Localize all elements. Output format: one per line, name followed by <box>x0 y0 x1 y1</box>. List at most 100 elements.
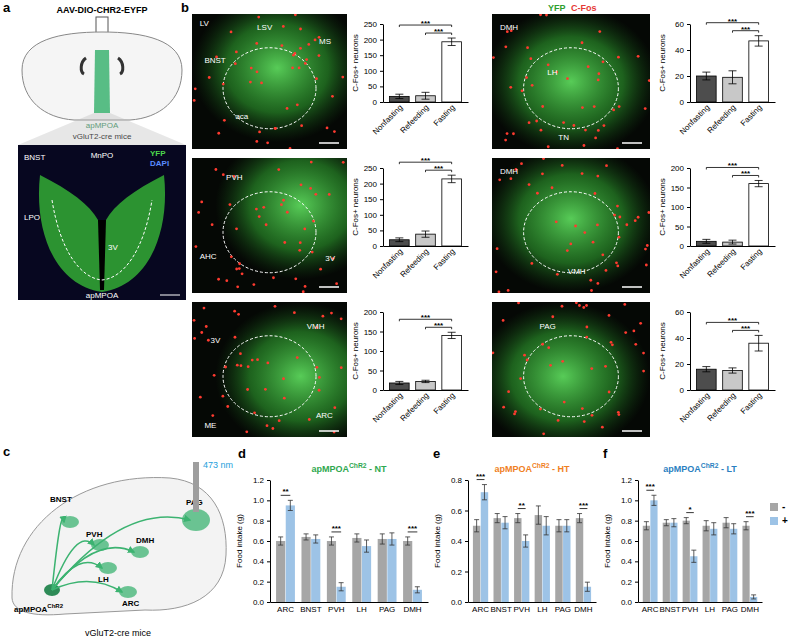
tick-mark <box>380 86 383 87</box>
y-tick: 200 <box>364 36 383 45</box>
tick-mark <box>380 351 383 352</box>
cfos-cell <box>612 109 615 112</box>
y-tick: 60 <box>675 20 690 29</box>
tick-label: Nonfasting <box>678 391 711 424</box>
y-tick: 150 <box>364 328 383 337</box>
tick-mark <box>267 602 270 603</box>
boundary <box>524 48 619 129</box>
cfos-cell <box>226 405 229 408</box>
tick-label: 50 <box>675 223 684 232</box>
cfos-cell <box>581 407 584 410</box>
error-bar <box>729 71 737 84</box>
significance-label: *** <box>476 472 486 481</box>
cfos-cell <box>590 367 593 370</box>
y-tick: 0 <box>680 386 690 395</box>
tick-label: 0 <box>680 242 685 251</box>
x-tick: Fasting <box>432 246 457 272</box>
tick-mark <box>687 390 690 391</box>
panel-letter: f <box>603 446 608 461</box>
significance-label: *** <box>579 501 589 510</box>
cfos-cell <box>605 164 608 167</box>
axis-title: Food intake (g) <box>603 514 612 568</box>
cfos-cell <box>642 352 645 355</box>
image-label: ME <box>204 421 216 430</box>
tick-label: PAG <box>722 605 738 614</box>
cfos-cell <box>203 307 206 310</box>
tick-label: 20 <box>675 360 684 369</box>
tick-label: 60 <box>675 20 684 29</box>
cfos-cell <box>305 58 308 61</box>
yfp-signal <box>39 175 165 292</box>
bar <box>563 526 570 602</box>
image-label: DMH <box>500 23 518 32</box>
bar <box>683 521 690 602</box>
tick-label: 100 <box>364 211 378 220</box>
scale-bar <box>319 430 339 432</box>
x-tick: LH <box>357 602 367 614</box>
cfos-cell <box>293 52 296 55</box>
tick-mark <box>635 541 638 542</box>
cfos-cell <box>199 396 202 399</box>
cfos-cell <box>583 144 586 147</box>
image-label: aca <box>235 112 248 121</box>
bar <box>576 518 583 602</box>
panel-letter: d <box>238 446 246 461</box>
image-label: DMH <box>500 167 518 176</box>
micrograph: DMHLHTN <box>484 7 658 156</box>
tick-label: 40 <box>675 334 684 343</box>
x-tick: DMH <box>574 602 592 614</box>
x-tick: PVH <box>682 602 699 614</box>
tick-mark <box>380 184 383 185</box>
x-axis: ARCBNSTPVHLHPAGDMH <box>639 602 763 614</box>
panel-b: YFPC-FosLVLSVMSBNSTacaDMHLHTNPVHAHC3VDMH… <box>192 0 658 451</box>
tick-mark <box>380 215 383 216</box>
tick-label: 0.2 <box>253 578 265 587</box>
yfp-signal <box>192 14 347 142</box>
cfos-cell <box>240 364 243 367</box>
cfos-cell <box>330 312 333 315</box>
y-tick: 100 <box>364 67 383 76</box>
tick-label: 0 <box>373 242 378 251</box>
bar <box>311 539 320 602</box>
error-bar <box>744 522 749 530</box>
tick-label: 50 <box>368 367 377 376</box>
bar <box>442 335 462 390</box>
axis-line <box>384 390 469 391</box>
boundary <box>524 336 619 417</box>
cfos-cell <box>529 57 532 60</box>
legend: -+ <box>770 501 788 526</box>
cfos-cell <box>197 211 200 214</box>
tick-mark <box>635 561 638 562</box>
axis-title: Food intake (g) <box>433 514 442 568</box>
chart-title: apMPOAChR2 - LT <box>663 462 737 474</box>
bar <box>749 41 769 102</box>
cfos-cell <box>547 145 550 148</box>
tick-label: 1.0 <box>253 496 265 505</box>
tick-label: PVH <box>513 605 530 614</box>
bar <box>522 541 529 602</box>
cfos-cell <box>547 63 550 66</box>
y-tick: 0.6 <box>621 537 638 546</box>
cfos-cell <box>266 141 269 144</box>
y-tick: 20 <box>675 360 690 369</box>
y-tick: 150 <box>671 184 690 193</box>
scale-bar <box>622 430 642 432</box>
cfos-cell <box>265 223 268 226</box>
cfos-cell <box>245 430 248 433</box>
image-label: MS <box>319 37 331 46</box>
cfos-cell <box>583 420 586 423</box>
cfos-cell <box>235 268 238 271</box>
error-bar <box>729 240 737 244</box>
bar <box>663 523 670 602</box>
cfos-cell <box>601 253 604 256</box>
cfos-cell <box>318 54 321 57</box>
x-tick: Nonfasting <box>371 390 404 424</box>
error-bar <box>448 332 456 338</box>
x-tick: LH <box>705 602 715 614</box>
y-tick: 250 <box>364 164 383 173</box>
x-axis: NonfastingRefeedingFasting <box>678 390 775 424</box>
cfos-cell <box>342 161 345 164</box>
tick-label: 0.0 <box>451 598 463 607</box>
cfos-cell <box>255 42 258 45</box>
tick-label: 250 <box>364 164 378 173</box>
